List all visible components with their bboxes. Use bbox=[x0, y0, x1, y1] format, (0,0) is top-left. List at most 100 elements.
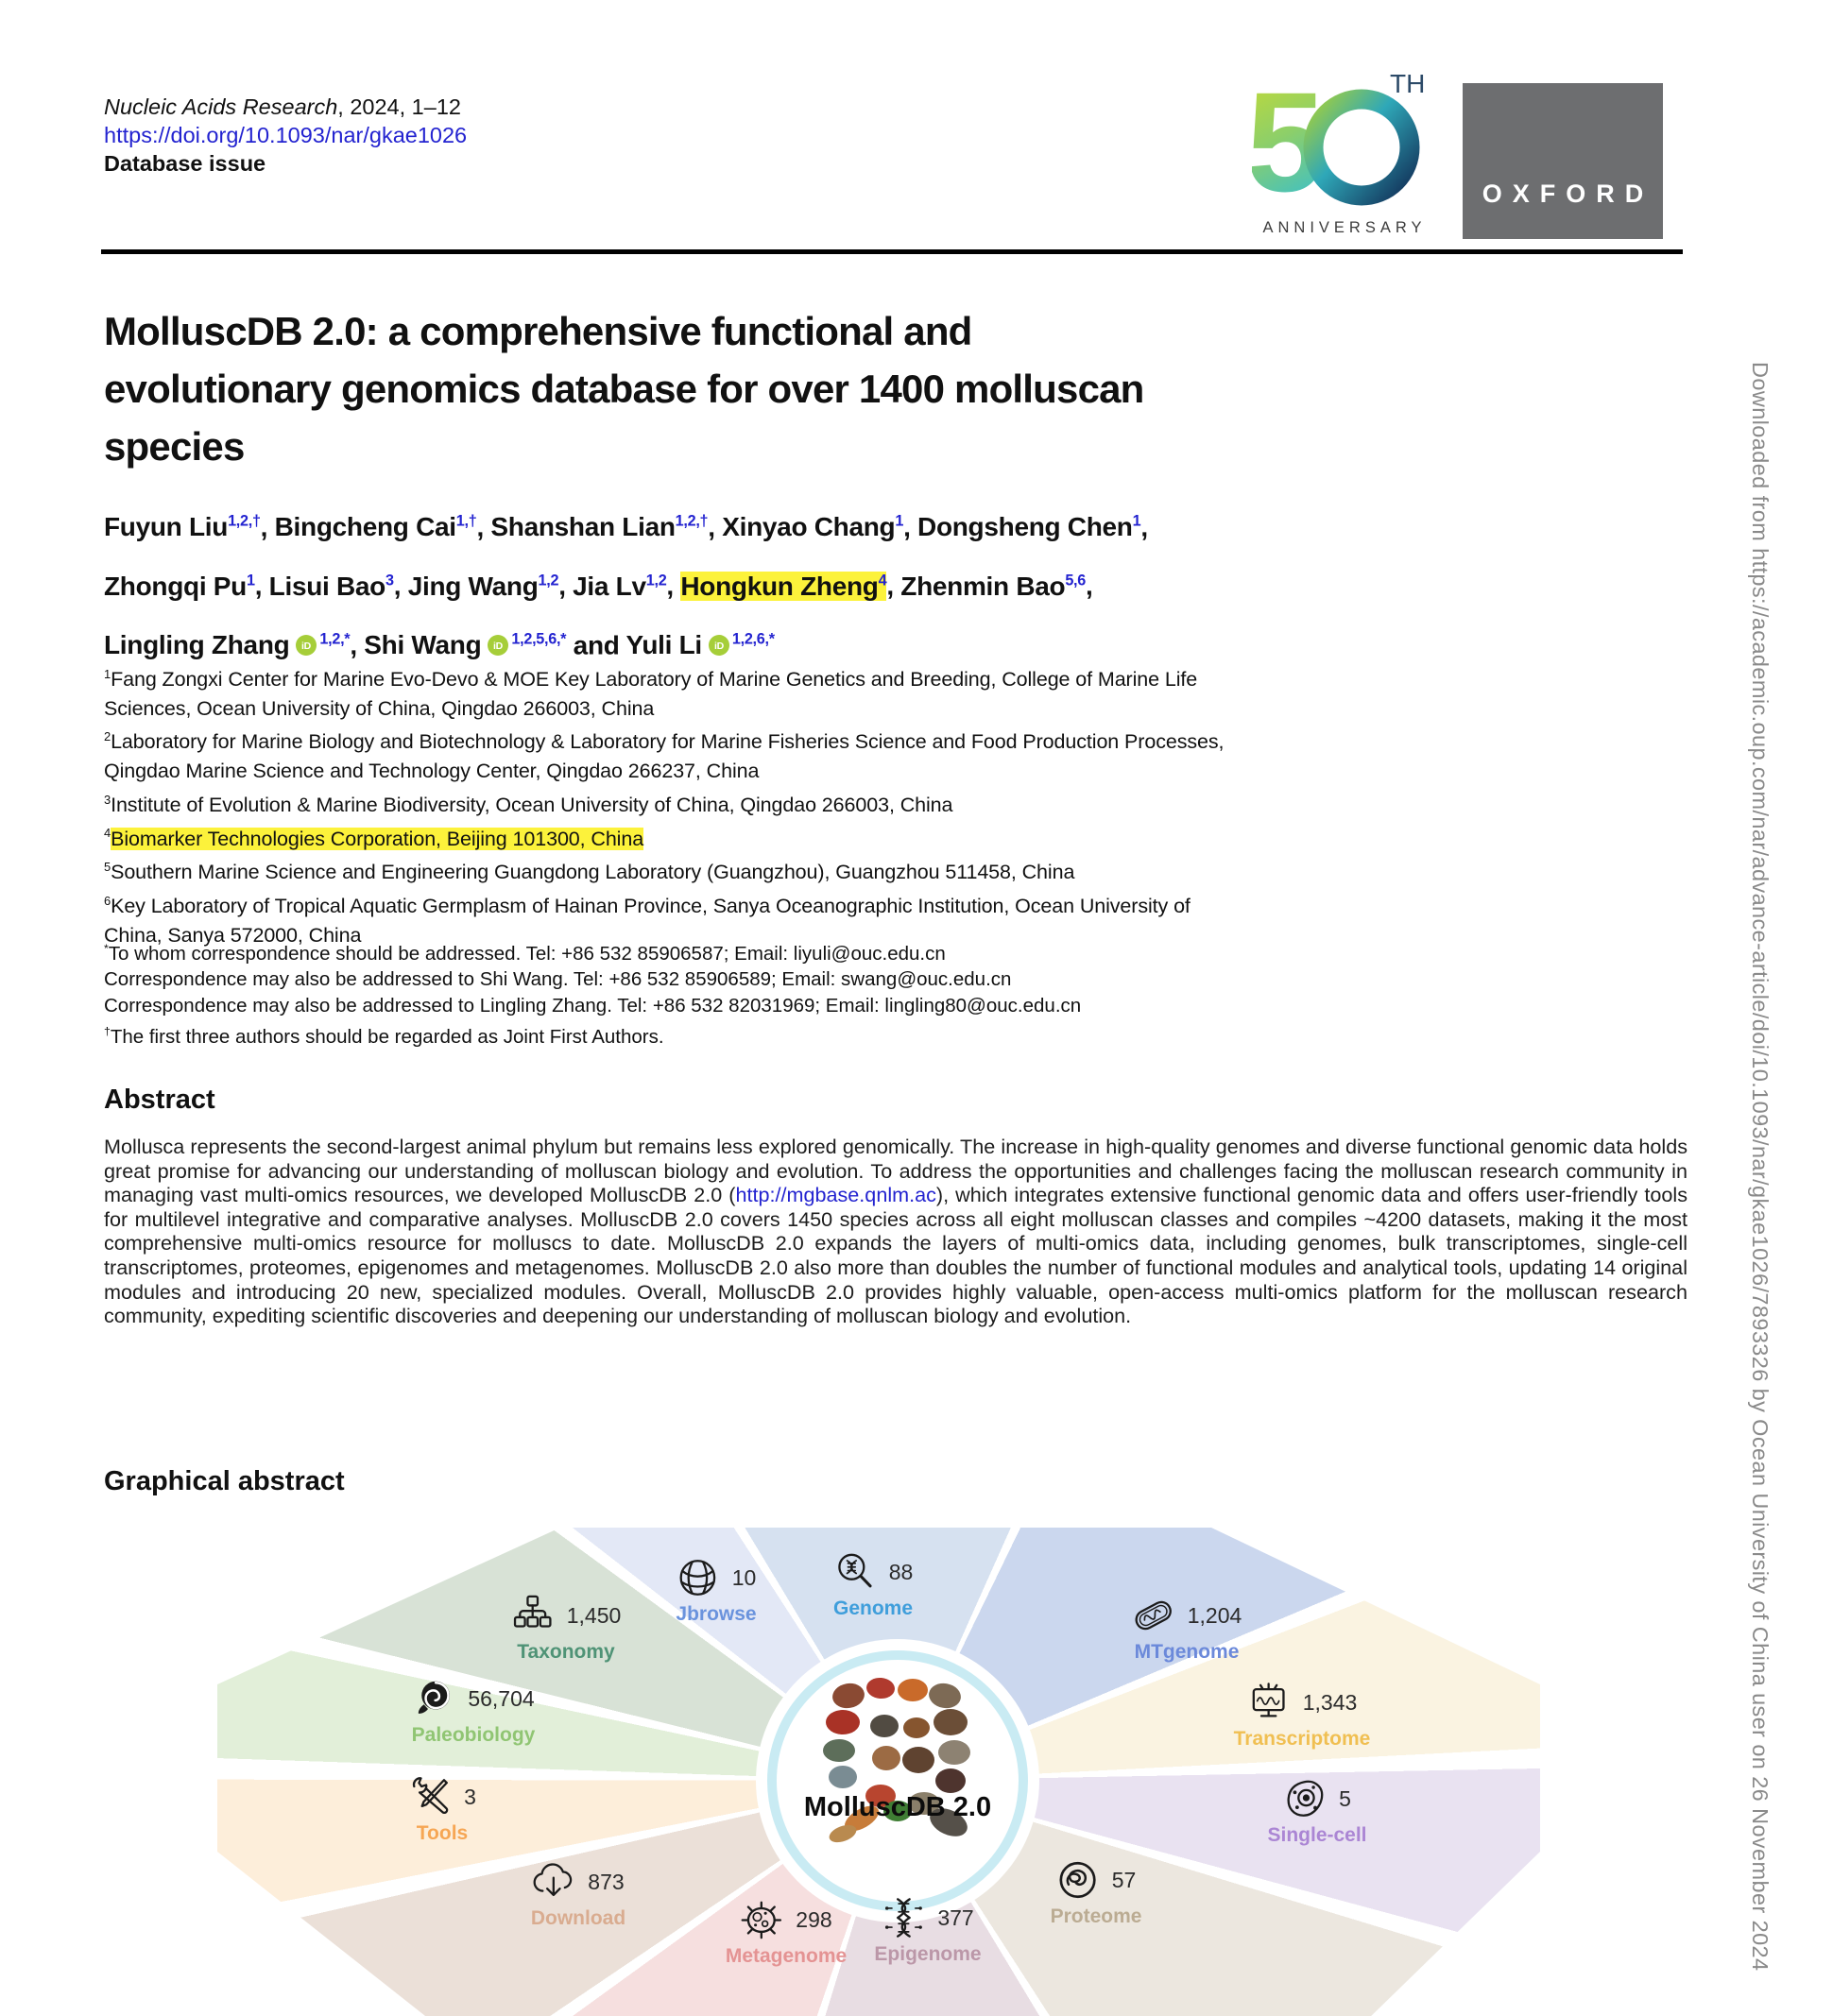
segment-label: Jbrowse bbox=[676, 1603, 757, 1625]
mollusc-photo-dot bbox=[883, 1801, 912, 1821]
segment-label: Single-cell bbox=[1267, 1824, 1367, 1846]
author: Zhongqi Pu1 bbox=[104, 572, 255, 601]
segment-value: 873 bbox=[588, 1869, 625, 1894]
affiliation: 6Key Laboratory of Tropical Aquatic Germ… bbox=[104, 887, 1233, 949]
author-superscript: 4 bbox=[878, 572, 887, 589]
author-name: Fuyun Liu bbox=[104, 512, 229, 542]
graphical-abstract-figure: MolluscDB 2.0 88 Genome 1,204 MTgenome 1,343… bbox=[217, 1526, 1540, 2016]
cloud-download-icon bbox=[532, 1860, 575, 1904]
author-superscript: 1,2 bbox=[645, 572, 667, 589]
doi-link[interactable]: https://doi.org/10.1093/nar/gkae1026 bbox=[104, 123, 468, 147]
author-superscript: 1,2,* bbox=[319, 630, 351, 648]
segment-transcriptome: 1,343 Transcriptome bbox=[1234, 1681, 1370, 1751]
author: Yuli Li iD 1,2,6,* bbox=[626, 630, 776, 659]
shell-icon bbox=[412, 1677, 455, 1720]
segment-label: Tools bbox=[416, 1822, 469, 1844]
segment-jbrowse: 10 Jbrowse bbox=[676, 1556, 757, 1626]
author: Shanshan Lian1,2,† bbox=[490, 512, 708, 541]
author-name: Jia Lv bbox=[573, 571, 646, 601]
segment-label: Epigenome bbox=[874, 1943, 982, 1965]
author: Jia Lv1,2 bbox=[573, 571, 667, 601]
affiliation: 1Fang Zongxi Center for Marine Evo-Devo … bbox=[104, 660, 1233, 723]
author-name: Zhenmin Bao bbox=[900, 571, 1066, 601]
download-watermark: Downloaded from https://academic.oup.com… bbox=[1748, 362, 1773, 1972]
mollusc-photo-dot bbox=[903, 1717, 930, 1738]
affiliation-number: 2 bbox=[104, 729, 111, 744]
hierarchy-icon bbox=[511, 1594, 555, 1637]
author-superscript: 1,† bbox=[455, 513, 477, 530]
author-line: Lingling Zhang iD 1,2,*, Shi Wang iD 1,2,5,6… bbox=[104, 629, 776, 659]
dna-methyl-icon bbox=[882, 1896, 925, 1939]
affiliation-text: Key Laboratory of Tropical Aquatic Germp… bbox=[104, 895, 1191, 947]
mitochondria-icon bbox=[1132, 1594, 1175, 1637]
mollusc-photo-dot bbox=[898, 1679, 928, 1701]
segment-value: 377 bbox=[937, 1905, 974, 1930]
issue-label: Database issue bbox=[104, 151, 266, 176]
journal-name: Nucleic Acids Research bbox=[104, 94, 338, 119]
graphical-abstract-heading: Graphical abstract bbox=[104, 1466, 345, 1496]
author-superscript: 5,6 bbox=[1065, 572, 1086, 589]
author-superscript: 3 bbox=[385, 572, 394, 589]
author: Xinyao Chang1 bbox=[722, 512, 903, 541]
title-line: MolluscDB 2.0: a comprehensive functiona… bbox=[104, 309, 972, 353]
author-list: Fuyun Liu1,2,†, Bingcheng Cai1,†, Shansh… bbox=[104, 495, 1148, 672]
affiliation: 4Biomarker Technologies Corporation, Bei… bbox=[104, 819, 1233, 853]
affiliation-number: 5 bbox=[104, 860, 111, 875]
anniversary-50-logo: 5 TH ANNIVERSARY bbox=[1252, 60, 1441, 246]
svg-text:TH: TH bbox=[1390, 69, 1425, 98]
svg-text:iD: iD bbox=[301, 641, 312, 652]
svg-text:iD: iD bbox=[493, 641, 504, 652]
anniversary-50-icon: 5 TH bbox=[1252, 62, 1425, 216]
segment-label: Genome bbox=[832, 1597, 914, 1619]
oxford-logo: OXFORD bbox=[1463, 83, 1663, 239]
segment-metagenome: 298 Metagenome bbox=[726, 1898, 847, 1968]
segment-value: 1,450 bbox=[566, 1602, 622, 1628]
segment-value: 5 bbox=[1339, 1785, 1351, 1811]
segment-label: Metagenome bbox=[725, 1945, 848, 1967]
mollusc-photo-dot bbox=[870, 1715, 899, 1737]
microbe-icon bbox=[740, 1898, 783, 1941]
title-line: species bbox=[104, 424, 245, 469]
author-superscript: 1 bbox=[1132, 513, 1141, 530]
segment-value: 1,204 bbox=[1187, 1602, 1242, 1628]
segment-download: 873 Download bbox=[531, 1860, 625, 1930]
affiliations: 1Fang Zongxi Center for Marine Evo-Devo … bbox=[104, 660, 1233, 949]
author: Jing Wang1,2 bbox=[408, 572, 559, 601]
author: Lisui Bao3 bbox=[269, 572, 394, 601]
author-name: Bingcheng Cai bbox=[274, 512, 456, 542]
center-label: MolluscDB 2.0 bbox=[803, 1792, 992, 1822]
svg-text:iD: iD bbox=[714, 641, 725, 652]
journal-info: Nucleic Acids Research, 2024, 1–12 https… bbox=[104, 93, 467, 178]
author-superscript: 1,2,5,6,* bbox=[511, 630, 567, 648]
segment-epigenome: 377 Epigenome bbox=[874, 1896, 982, 1966]
mgbase-link[interactable]: http://mgbase.qnlm.ac bbox=[735, 1183, 936, 1207]
segment-value: 10 bbox=[731, 1564, 757, 1590]
author-name: Lingling Zhang bbox=[104, 629, 290, 659]
orcid-icon: iD bbox=[296, 634, 317, 656]
affiliation-number: 6 bbox=[104, 893, 111, 908]
genome-icon bbox=[833, 1550, 877, 1594]
cell-icon bbox=[1283, 1777, 1327, 1820]
affiliation: 3Institute of Evolution & Marine Biodive… bbox=[104, 786, 1233, 820]
author-name: Shanshan Lian bbox=[490, 512, 676, 542]
segment-value: 1,343 bbox=[1302, 1689, 1358, 1715]
author: Bingcheng Cai1,† bbox=[275, 512, 477, 541]
segment-label: Paleobiology bbox=[411, 1724, 536, 1746]
author-superscript: 1,2,† bbox=[675, 513, 709, 530]
journal-citation-rest: , 2024, 1–12 bbox=[337, 94, 461, 119]
author-name: Zhongqi Pu bbox=[104, 571, 247, 601]
tools-icon bbox=[408, 1775, 452, 1819]
author: Lingling Zhang iD 1,2,* bbox=[104, 629, 351, 659]
mollusc-photo-dot bbox=[823, 1739, 855, 1762]
author: Hongkun Zheng4 bbox=[680, 571, 887, 601]
header-rule bbox=[101, 249, 1683, 254]
segment-value: 298 bbox=[796, 1906, 832, 1932]
author-name: Shi Wang bbox=[364, 629, 482, 659]
segment-value: 88 bbox=[888, 1559, 914, 1584]
mollusc-photo-dot bbox=[902, 1747, 934, 1773]
segment-tools: 3 Tools bbox=[408, 1775, 476, 1845]
author-superscript: 1 bbox=[246, 572, 255, 589]
affiliation-text: Fang Zongxi Center for Marine Evo-Devo &… bbox=[104, 668, 1198, 720]
author: Shi Wang iD 1,2,5,6,* bbox=[364, 630, 566, 659]
author-name: Xinyao Chang bbox=[722, 512, 896, 542]
